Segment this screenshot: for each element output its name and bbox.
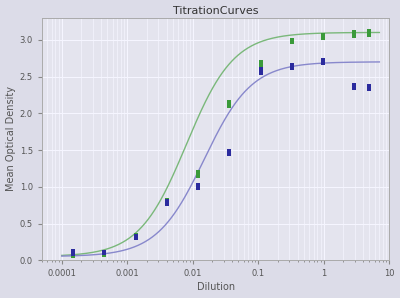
Point [101, 253, 108, 257]
Point [195, 170, 202, 174]
Point [226, 152, 233, 157]
Point [258, 63, 264, 68]
Point [258, 70, 264, 75]
Point [289, 37, 295, 42]
Point [320, 36, 326, 41]
Point [226, 103, 233, 108]
Point [195, 173, 202, 178]
Point [258, 67, 264, 72]
Point [132, 232, 139, 237]
Point [289, 63, 295, 68]
Point [132, 234, 139, 239]
Point [320, 58, 326, 63]
Point [289, 40, 295, 44]
Point [164, 201, 170, 205]
Point [70, 249, 76, 254]
Point [164, 198, 170, 202]
Point [320, 61, 326, 66]
Point [320, 32, 326, 37]
Point [289, 65, 295, 70]
Point [164, 199, 170, 204]
Point [70, 254, 76, 258]
Point [351, 83, 358, 88]
Title: TitrationCurves: TitrationCurves [173, 6, 258, 15]
Point [351, 34, 358, 38]
Y-axis label: Mean Optical Density: Mean Optical Density [6, 86, 16, 192]
Point [366, 84, 373, 89]
Point [258, 59, 264, 64]
Point [70, 253, 76, 257]
Point [132, 236, 139, 240]
Point [70, 252, 76, 257]
Point [101, 253, 108, 257]
Point [132, 234, 139, 238]
Point [101, 251, 108, 255]
X-axis label: Dilution: Dilution [196, 283, 235, 292]
Point [164, 201, 170, 206]
Point [366, 87, 373, 91]
Point [351, 30, 358, 35]
Point [366, 32, 373, 37]
Point [226, 149, 233, 154]
Point [195, 186, 202, 191]
Point [195, 183, 202, 188]
Point [366, 29, 373, 33]
Point [101, 250, 108, 254]
Point [226, 100, 233, 105]
Point [351, 85, 358, 90]
